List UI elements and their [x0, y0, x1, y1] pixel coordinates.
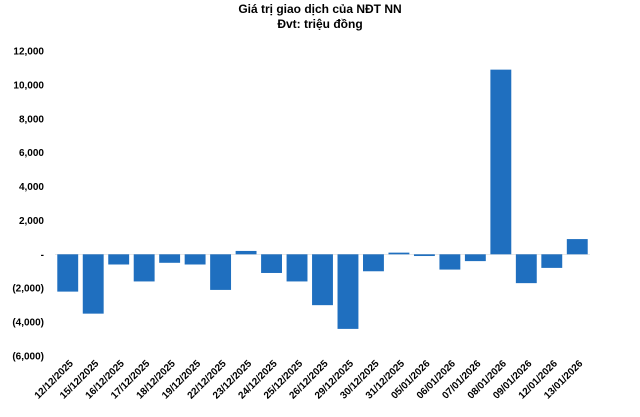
bar-05-01-2026 [413, 254, 435, 257]
chart-title: Giá trị giao dịch của NĐT NN [238, 2, 402, 16]
bar-09-01-2026 [515, 254, 537, 284]
y-tick-label: 6,000 [19, 148, 44, 159]
y-tick-label: 12,000 [13, 47, 44, 58]
bar-19-12-2025 [184, 254, 206, 265]
bar-12-01-2026 [541, 254, 563, 268]
y-tick-label: (6,000) [12, 352, 44, 363]
y-tick-label: (2,000) [12, 284, 44, 295]
bar-25-12-2025 [286, 254, 308, 282]
bar-29-12-2025 [337, 254, 359, 329]
y-tick-label: (4,000) [12, 318, 44, 329]
bar-08-01-2026 [490, 69, 512, 255]
y-tick-label: 2,000 [19, 216, 44, 227]
bar-30-12-2025 [363, 254, 384, 272]
bar-15-12-2025 [82, 254, 104, 314]
y-tick-label: 10,000 [13, 80, 44, 91]
bar-31-12-2025 [388, 252, 410, 255]
bar-13-01-2026 [566, 239, 588, 255]
y-tick-label: 4,000 [19, 182, 44, 193]
bar-24-12-2025 [261, 254, 282, 273]
bar-26-12-2025 [312, 254, 333, 306]
bar-18-12-2025 [159, 254, 181, 263]
bar-07-01-2026 [464, 254, 486, 262]
chart-titles: Giá trị giao dịch của NĐT NN Đvt: triệu … [0, 2, 640, 32]
chart-subtitle: Đvt: triệu đồng [277, 17, 363, 31]
bar-16-12-2025 [108, 254, 130, 265]
bar-12-12-2025 [57, 254, 79, 292]
bar-22-12-2025 [210, 254, 232, 290]
bar-06-01-2026 [439, 254, 461, 270]
bar-23-12-2025 [235, 250, 257, 255]
y-tick-label: - [41, 250, 44, 261]
y-tick-label: 8,000 [19, 114, 44, 125]
bar-17-12-2025 [133, 254, 155, 282]
